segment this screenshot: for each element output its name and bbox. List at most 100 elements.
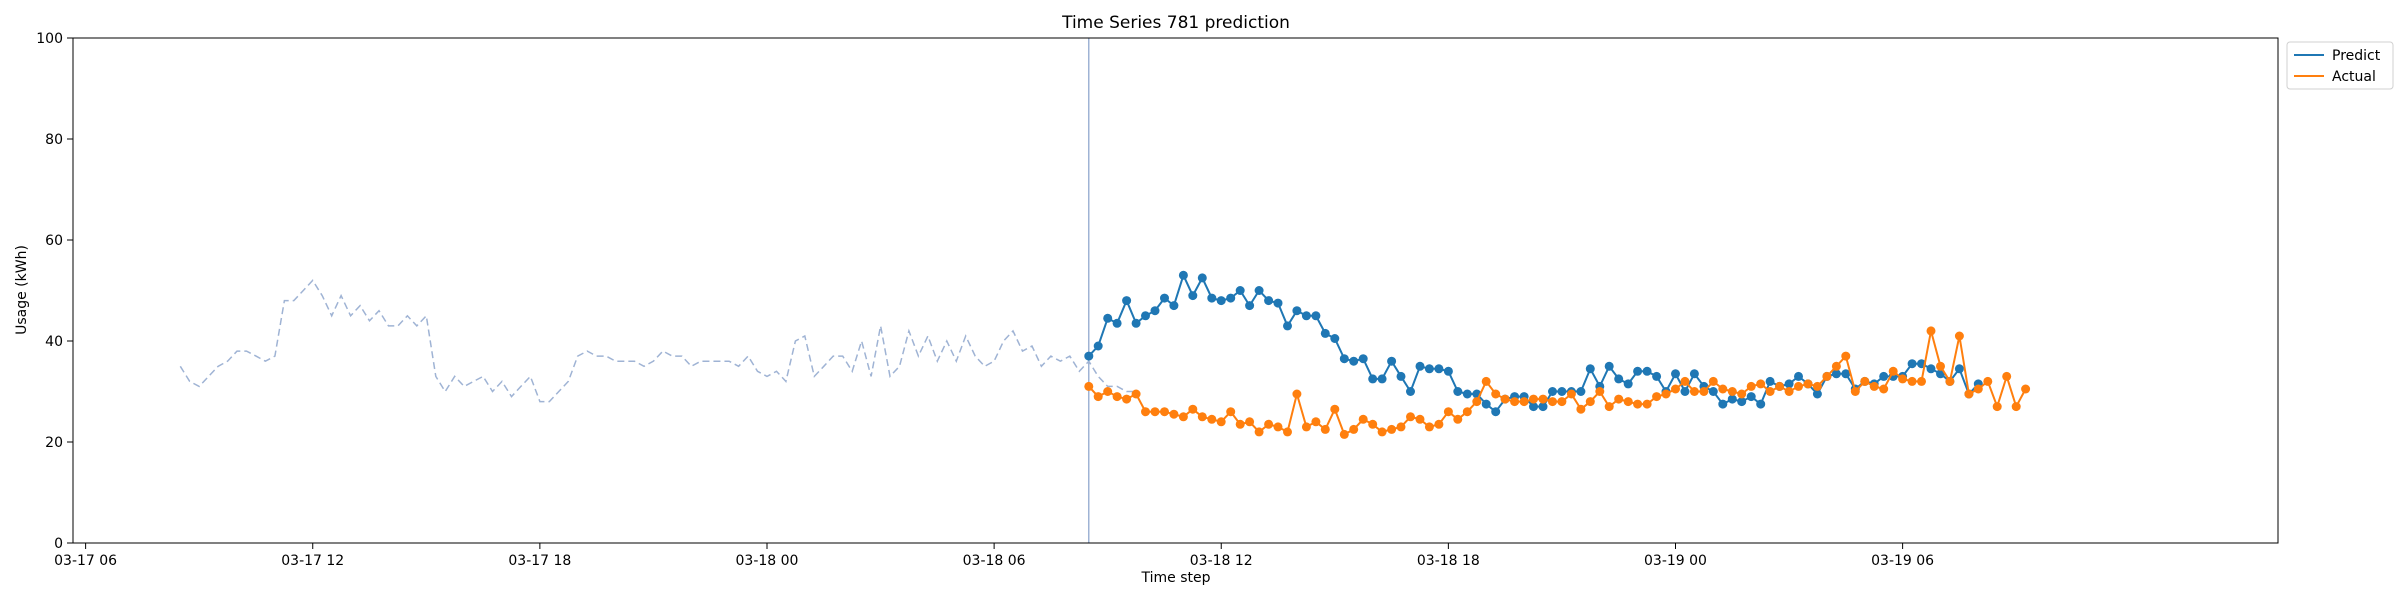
predict-point xyxy=(1368,374,1378,384)
actual-point xyxy=(1831,361,1841,371)
predict-point xyxy=(1264,296,1274,306)
predict-point xyxy=(1689,369,1699,379)
actual-point xyxy=(1254,427,1264,437)
predict-point xyxy=(1178,270,1188,280)
predict-point xyxy=(1453,387,1463,396)
x-tick-label: 03-18 00 xyxy=(736,553,799,569)
x-tick-label: 03-17 18 xyxy=(508,553,571,569)
predict-point xyxy=(1491,407,1501,417)
predict-point xyxy=(1103,313,1113,323)
actual-point xyxy=(1235,419,1245,429)
actual-point xyxy=(1973,384,1983,394)
actual-point xyxy=(1188,404,1198,414)
actual-point xyxy=(2021,384,2031,394)
actual-point xyxy=(2002,371,2012,381)
predict-point xyxy=(1737,397,1747,407)
actual-point xyxy=(1917,376,1926,386)
actual-point xyxy=(1992,402,2002,412)
actual-point xyxy=(1614,394,1624,404)
actual-point xyxy=(1936,361,1945,371)
predict-point xyxy=(1273,298,1283,308)
predict-point xyxy=(1320,328,1330,338)
history-line xyxy=(179,279,1137,403)
actual-point xyxy=(2011,402,2021,412)
actual-point xyxy=(1443,407,1453,417)
legend-actual-label: Actual xyxy=(2332,69,2376,85)
predict-point xyxy=(1831,369,1841,379)
actual-point xyxy=(1680,376,1690,386)
actual-point xyxy=(1519,397,1529,407)
predict-point xyxy=(1301,311,1311,321)
actual-point xyxy=(1822,371,1832,381)
actual-point xyxy=(1415,414,1425,424)
x-tick-label: 03-17 12 xyxy=(281,553,344,569)
actual-point xyxy=(1529,394,1538,404)
predict-point xyxy=(1197,273,1207,283)
predict-point xyxy=(1424,364,1434,374)
actual-point xyxy=(1226,407,1236,417)
actual-point xyxy=(1339,429,1349,439)
legend: Predict Actual xyxy=(2286,41,2394,90)
x-tick-label: 03-18 06 xyxy=(963,553,1026,569)
predict-point xyxy=(1339,354,1349,364)
y-tick-label: 0 xyxy=(54,536,63,552)
y-tick-label: 60 xyxy=(45,233,63,249)
actual-point xyxy=(1954,331,1964,341)
x-tick-label: 03-17 06 xyxy=(54,553,117,569)
predict-point xyxy=(1652,371,1662,381)
actual-point xyxy=(1093,392,1103,402)
actual-point xyxy=(1623,397,1633,407)
predict-point xyxy=(1462,389,1472,399)
actual-point xyxy=(1481,376,1491,386)
predict-point xyxy=(1784,379,1794,389)
legend-frame xyxy=(2286,41,2394,90)
actual-point xyxy=(1803,379,1813,389)
actual-point xyxy=(1207,414,1217,424)
actual-point xyxy=(1566,389,1576,399)
actual-point xyxy=(1368,419,1378,429)
predict-point xyxy=(1396,371,1406,381)
predict-point xyxy=(1623,379,1633,389)
predict-point xyxy=(1254,286,1264,295)
predict-point xyxy=(1794,371,1803,381)
legend-predict-label: Predict xyxy=(2332,48,2381,64)
actual-point xyxy=(1860,376,1870,386)
actual-point xyxy=(1084,381,1094,391)
predict-point xyxy=(1387,356,1397,366)
actual-point xyxy=(1964,389,1974,399)
predict-point xyxy=(1765,376,1775,386)
predict-point xyxy=(1642,366,1652,376)
predict-point xyxy=(1358,354,1368,364)
plot-frame xyxy=(72,37,2279,544)
predict-point xyxy=(1150,306,1160,316)
actual-point xyxy=(1311,417,1321,427)
predict-point xyxy=(1283,321,1292,331)
predict-point xyxy=(1604,361,1614,371)
y-axis-label: Usage (kWh) xyxy=(14,245,30,335)
actual-point xyxy=(1850,387,1860,396)
predict-point xyxy=(1160,293,1169,303)
actual-point xyxy=(1557,397,1567,407)
actual-point xyxy=(1983,376,1993,386)
y-tick-label: 40 xyxy=(45,334,63,350)
predict-point xyxy=(1311,311,1321,321)
actual-point xyxy=(1330,404,1340,414)
actual-point xyxy=(1652,392,1662,402)
actual-point xyxy=(1926,326,1936,336)
predict-point xyxy=(1216,296,1226,306)
x-tick-label: 03-18 18 xyxy=(1417,553,1480,569)
predict-point xyxy=(1548,387,1557,396)
predict-point xyxy=(1926,364,1936,374)
actual-point xyxy=(1358,414,1368,424)
predict-point xyxy=(1718,399,1728,409)
y-tick-label: 20 xyxy=(45,435,63,451)
predict-point xyxy=(1907,359,1917,369)
actual-point xyxy=(1197,412,1207,422)
actual-point xyxy=(1103,387,1113,396)
actual-point xyxy=(1245,417,1255,427)
actual-point xyxy=(1122,394,1132,404)
actual-point xyxy=(1898,374,1908,384)
actual-point xyxy=(1472,397,1482,407)
predict-point xyxy=(1093,341,1103,351)
